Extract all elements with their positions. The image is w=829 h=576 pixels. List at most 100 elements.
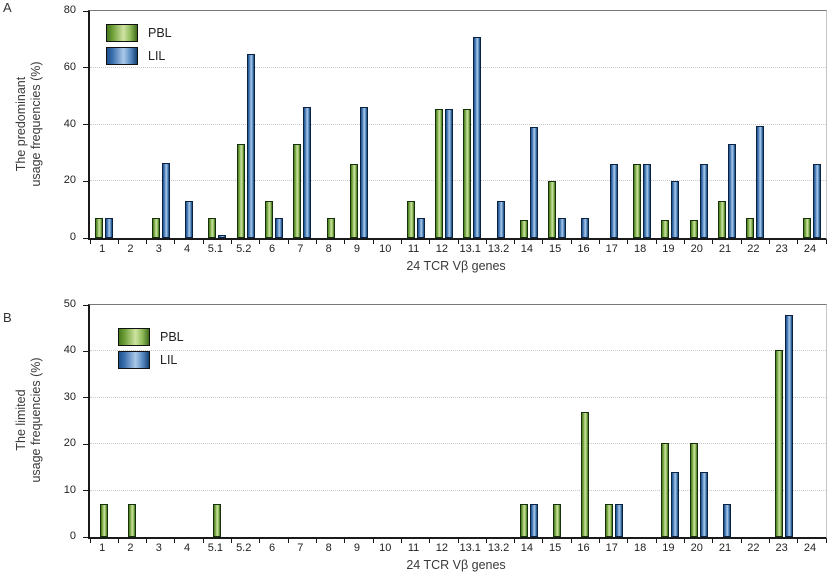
x-tick-label-14: 14 (520, 542, 533, 554)
category-slot-17 (600, 305, 628, 537)
y-title-line-2: usage frequencies (%) (29, 357, 43, 483)
panel-a: A The predominant usage frequencies (%) … (3, 0, 827, 273)
category-slot-10 (373, 305, 401, 537)
category-slot-21 (713, 11, 741, 238)
category-slot-12 (430, 11, 458, 238)
category-slot-15 (543, 305, 571, 537)
legend-row-pbl: PBL (106, 24, 172, 42)
y-tick-label-0: 0 (69, 231, 76, 243)
category-slot-8 (317, 305, 345, 537)
bar-lil-14 (529, 127, 538, 238)
bar-pbl-21 (718, 201, 727, 238)
x-tick-label-24: 24 (803, 542, 817, 554)
category-slot-24 (798, 305, 826, 537)
x-tick-label-15: 15 (549, 243, 562, 255)
panel-b-bars (90, 305, 826, 537)
x-tick-mark (344, 539, 346, 543)
bar-lil-13.1 (473, 36, 482, 238)
x-tick-mark (372, 240, 374, 244)
y-tick-mark (83, 490, 88, 492)
x-tick-mark (542, 240, 544, 244)
x-tick-mark (485, 240, 487, 244)
category-slot-8 (317, 11, 345, 238)
x-tick-label-20: 20 (690, 243, 703, 255)
category-slot-5.1 (203, 11, 231, 238)
x-tick-label-12: 12 (435, 243, 449, 255)
category-slot-3 (147, 11, 175, 238)
bar-pbl-2 (128, 503, 137, 537)
category-slot-1 (90, 11, 118, 238)
gridline-20 (90, 443, 826, 445)
category-slot-5.2 (232, 11, 260, 238)
lil-swatch-icon (118, 351, 150, 369)
x-tick-mark (599, 539, 601, 543)
panel-b-x-tick-labels: 1 2 3 4 5.1 5.2 6 7 8 9 10 11 12 13.1 13.2 14 15 16 17 18 19… (88, 542, 824, 554)
x-tick-label-7: 7 (297, 243, 304, 255)
legend-label-lil: LIL (160, 353, 178, 367)
bar-pbl-20 (689, 219, 698, 238)
category-slot-20 (685, 305, 713, 537)
category-slot-15 (543, 11, 571, 238)
y-tick-label-40: 40 (63, 344, 76, 357)
x-tick-label-10: 10 (379, 542, 392, 554)
x-tick-mark (485, 539, 487, 543)
y-tick-label-40: 40 (63, 117, 76, 130)
x-tick-mark (627, 240, 629, 244)
x-tick-mark (400, 240, 402, 244)
x-tick-mark (514, 539, 516, 543)
panel-b-y-axis-title: The limited usage frequencies (%) (4, 304, 54, 536)
bar-lil-18 (643, 164, 652, 238)
gridline-40 (90, 350, 826, 352)
x-tick-mark (542, 539, 544, 543)
x-tick-mark (655, 539, 657, 543)
bar-lil-11 (416, 218, 425, 238)
y-title-line-1: The limited (14, 389, 28, 451)
bar-pbl-3 (151, 218, 160, 238)
x-tick-label-5.1: 5.1 (207, 243, 224, 255)
category-slot-12 (430, 305, 458, 537)
bar-lil-6 (275, 218, 284, 238)
x-tick-mark (570, 539, 572, 543)
category-slot-16 (571, 305, 599, 537)
x-tick-mark (89, 240, 91, 244)
x-tick-mark (570, 240, 572, 244)
x-tick-label-3: 3 (155, 243, 162, 255)
x-tick-mark (768, 539, 770, 543)
bar-pbl-6 (265, 201, 274, 238)
x-tick-label-4: 4 (184, 542, 191, 554)
bar-lil-5.2 (246, 53, 255, 238)
bar-lil-4 (185, 201, 194, 238)
bar-lil-9 (359, 107, 368, 238)
bar-lil-14 (529, 503, 538, 537)
x-tick-label-23: 23 (775, 542, 788, 554)
bar-pbl-24 (802, 218, 811, 238)
bar-pbl-7 (293, 144, 302, 238)
bar-lil-12 (444, 108, 453, 238)
legend-row-pbl: PBL (118, 328, 184, 346)
bar-pbl-18 (633, 164, 642, 238)
panel-a-x-axis-title: 24 TCR Vβ genes (406, 259, 506, 273)
bar-lil-23 (784, 315, 793, 537)
category-slot-19 (656, 305, 684, 537)
bar-lil-1 (105, 218, 114, 238)
x-tick-mark (683, 539, 685, 543)
category-slot-9 (345, 305, 373, 537)
legend-label-lil: LIL (148, 49, 166, 63)
x-tick-mark (117, 240, 119, 244)
panel-b-legend: PBL LIL (118, 328, 184, 374)
bar-pbl-5.1 (208, 218, 217, 238)
x-tick-label-4: 4 (184, 243, 191, 255)
category-slot-18 (628, 11, 656, 238)
bar-lil-20 (699, 164, 708, 238)
category-slot-20 (685, 11, 713, 238)
x-tick-label-11: 11 (407, 542, 420, 554)
x-tick-mark (259, 240, 261, 244)
category-slot-23 (770, 11, 798, 238)
x-tick-mark (174, 539, 176, 543)
x-tick-mark (514, 240, 516, 244)
bar-pbl-5.2 (236, 144, 245, 238)
y-tick-label-20: 20 (63, 174, 76, 187)
bar-pbl-9 (349, 164, 358, 238)
y-title-line-2: usage frequencies (%) (29, 60, 43, 187)
